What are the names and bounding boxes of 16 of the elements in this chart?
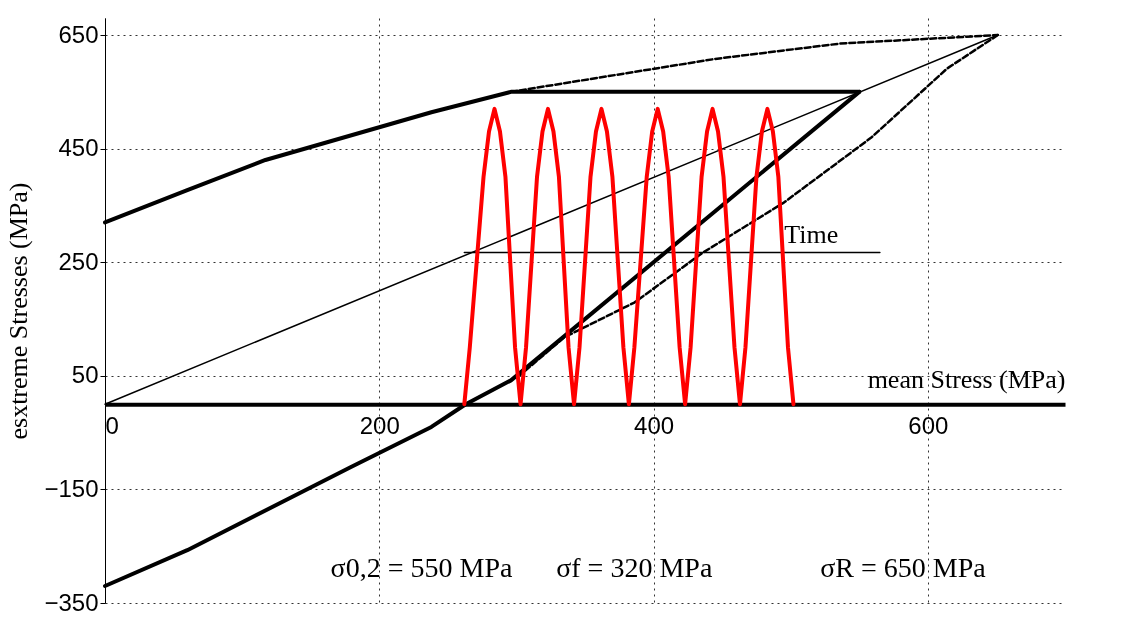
annotation: σf = 320 MPa (556, 552, 713, 583)
annotation: σ0,2 = 550 MPa (330, 552, 513, 583)
annotation: Time (784, 219, 839, 249)
x-axis-title: mean Stress (MPa) (867, 364, 1066, 394)
y-axis-title: esxtreme Stresses (MPa) (4, 182, 34, 440)
x-tick-label: 0 (105, 411, 119, 439)
annotation: σR = 650 MPa (820, 552, 987, 583)
y-tick-label: 50 (71, 361, 99, 389)
y-tick-label: −350 (44, 588, 99, 616)
x-tick-label: 400 (634, 411, 675, 439)
y-tick-label: 250 (58, 247, 99, 275)
x-tick-label: 200 (359, 411, 400, 439)
x-tick-label: 600 (908, 411, 949, 439)
y-tick-label: 650 (58, 20, 99, 48)
y-tick-label: −150 (44, 474, 99, 502)
y-tick-label: 450 (58, 134, 99, 162)
